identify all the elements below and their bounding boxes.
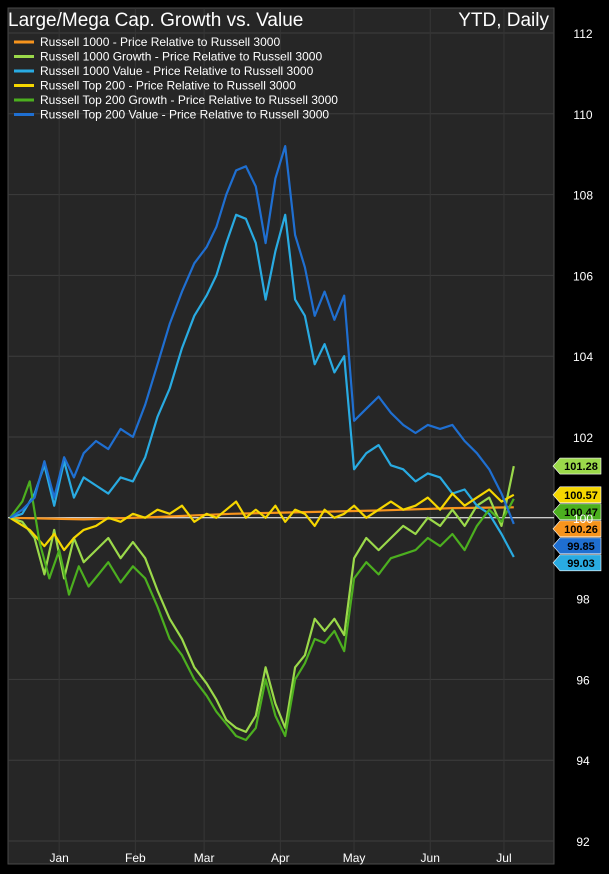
y-tick-label: 104 — [573, 350, 593, 364]
end-value-label: 99.03 — [567, 558, 595, 570]
series-line — [9, 213, 515, 558]
end-value-tag — [552, 520, 602, 538]
end-value-label: 100.26 — [564, 524, 598, 536]
end-value-label: 100.47 — [564, 507, 598, 519]
series-line — [9, 480, 515, 742]
y-tick-label: 92 — [576, 835, 590, 849]
end-value-tag — [552, 457, 602, 475]
chart-period: YTD, Daily — [458, 10, 549, 31]
end-value-label: 100.57 — [564, 490, 598, 502]
end-value-tag — [552, 554, 602, 572]
x-tick-label: Mar — [194, 851, 215, 865]
y-tick-label: 112 — [573, 27, 592, 41]
y-tick-label: 102 — [573, 431, 593, 445]
x-tick-label: Jun — [421, 851, 440, 865]
y-tick-label: 94 — [576, 754, 590, 768]
y-tick-label: 100 — [573, 512, 593, 526]
legend-entry: Russell Top 200 Growth - Price Relative … — [40, 93, 338, 107]
x-tick-label: Apr — [271, 851, 290, 865]
y-tick-label: 108 — [573, 189, 593, 203]
x-tick-label: Feb — [125, 851, 146, 865]
end-value-tag — [552, 503, 602, 521]
y-tick-label: 106 — [573, 269, 593, 283]
chart-title: Large/Mega Cap. Growth vs. Value — [8, 10, 304, 31]
x-tick-label: May — [343, 851, 366, 865]
end-value-tag — [552, 537, 602, 555]
end-value-label: 99.85 — [567, 541, 595, 553]
end-value-tag — [552, 486, 602, 504]
plot-area — [7, 7, 555, 865]
x-tick-label: Jan — [49, 851, 68, 865]
legend-entry: Russell 1000 Growth - Price Relative to … — [40, 50, 322, 64]
y-tick-label: 110 — [573, 108, 592, 122]
legend-entry: Russell Top 200 Value - Price Relative t… — [40, 108, 329, 122]
legend-entry: Russell Top 200 - Price Relative to Russ… — [40, 79, 296, 93]
y-tick-label: 98 — [576, 593, 590, 607]
y-tick-label: 96 — [576, 673, 590, 687]
series-line — [9, 488, 515, 552]
legend-entry: Russell 1000 - Price Relative to Russell… — [40, 35, 280, 49]
end-value-label: 101.28 — [564, 461, 598, 473]
x-tick-label: Jul — [496, 851, 511, 865]
series-line — [9, 145, 515, 525]
legend-entry: Russell 1000 Value - Price Relative to R… — [40, 64, 314, 78]
series-line — [9, 465, 515, 733]
